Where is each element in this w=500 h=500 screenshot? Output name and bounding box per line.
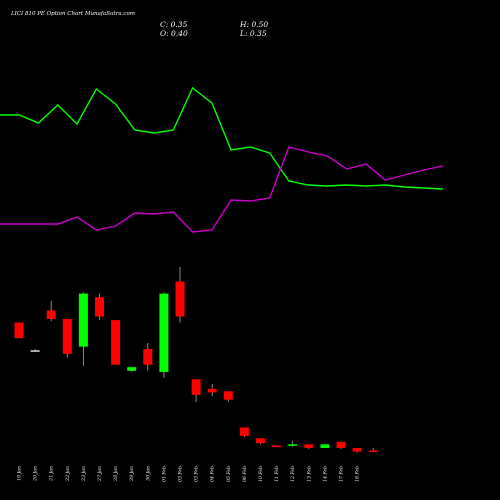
candle xyxy=(111,320,121,365)
candle xyxy=(78,292,88,366)
candle xyxy=(95,293,104,321)
x-tick-label: 13 Feb xyxy=(306,466,312,482)
candle-body xyxy=(95,297,104,317)
x-tick-label: 29 Jan xyxy=(129,466,135,482)
candle-body xyxy=(304,444,314,448)
candle-body xyxy=(223,391,233,400)
candle-body xyxy=(191,379,201,395)
line-series-2 xyxy=(0,146,444,233)
x-tick-label: 28 Jan xyxy=(113,466,119,482)
candle-body xyxy=(288,444,298,446)
line-series-1 xyxy=(0,86,444,190)
candle xyxy=(336,441,346,450)
candle xyxy=(256,438,265,445)
candle-body xyxy=(62,318,72,354)
candle xyxy=(207,384,217,397)
x-tick-label: 04 Feb xyxy=(210,466,216,482)
x-tick-label: 18 Feb xyxy=(355,466,361,482)
candle xyxy=(223,391,233,403)
x-tick-label: 12 Feb xyxy=(290,466,296,482)
high-value: H: 0.50 xyxy=(239,20,268,29)
candle xyxy=(159,292,169,378)
candle xyxy=(30,349,40,352)
x-tick-label: 06 Feb xyxy=(242,466,248,482)
candle xyxy=(352,447,362,453)
candle-body xyxy=(111,320,121,365)
candle-body xyxy=(143,349,153,365)
x-tick-label: 30 Jan xyxy=(145,466,151,481)
candle-body xyxy=(368,450,378,452)
close-value: C: 0.35 xyxy=(160,20,188,29)
candle xyxy=(288,440,298,447)
x-tick-label: 23 Jan xyxy=(81,466,87,482)
candle xyxy=(272,445,282,448)
candle-body xyxy=(14,322,24,339)
candle-body xyxy=(78,293,88,347)
x-axis-ticks: 19 Jan 20 Jan 21 Jan 22 Jan 23 Jan 27 Jan 28 J… xyxy=(17,466,361,482)
candle xyxy=(191,379,201,403)
candle-body xyxy=(207,388,217,393)
candle-body xyxy=(320,444,330,448)
candle xyxy=(304,444,314,450)
indicator-lines xyxy=(0,86,444,233)
x-tick-label: 22 Jan xyxy=(65,466,71,482)
candlestick-series xyxy=(14,267,378,453)
candle-body xyxy=(175,281,185,317)
candle xyxy=(46,300,56,322)
candle xyxy=(368,447,378,452)
x-tick-label: 03 Feb xyxy=(194,466,200,482)
candle xyxy=(175,267,185,323)
candle xyxy=(14,322,24,339)
candle xyxy=(239,427,249,438)
x-tick-label: 17 Feb xyxy=(339,466,345,482)
candle-body xyxy=(159,293,169,372)
chart-title: LICI 810 PE Option Chart MunafaSutra.com xyxy=(10,11,135,17)
x-tick-label: 10 Feb xyxy=(258,466,264,482)
x-tick-label: 11 Feb xyxy=(274,466,280,482)
x-tick-label: 05 Feb xyxy=(226,466,232,482)
candle xyxy=(143,343,153,371)
x-tick-label: 14 Feb xyxy=(322,466,328,482)
candle-body xyxy=(239,427,249,436)
x-tick-label: 27 Jan xyxy=(97,466,103,482)
x-tick-label: 03 Feb xyxy=(178,466,184,482)
x-tick-label: 21 Jan xyxy=(49,466,55,482)
candle xyxy=(127,367,137,372)
x-tick-label: 20 Jan xyxy=(33,466,39,482)
open-value: O: 0.40 xyxy=(160,29,188,38)
candle-body xyxy=(46,310,56,319)
candle xyxy=(320,444,330,448)
low-value: L: 0.35 xyxy=(239,29,267,38)
candle xyxy=(62,318,72,358)
candle-body xyxy=(127,367,137,371)
candle-body xyxy=(30,350,40,352)
x-tick-label: 19 Jan xyxy=(17,466,23,481)
candle-body xyxy=(256,438,265,444)
candle-body xyxy=(352,447,362,452)
candle-body xyxy=(336,441,346,448)
x-tick-label: 01 Feb xyxy=(161,466,167,482)
candle-body xyxy=(272,445,282,448)
